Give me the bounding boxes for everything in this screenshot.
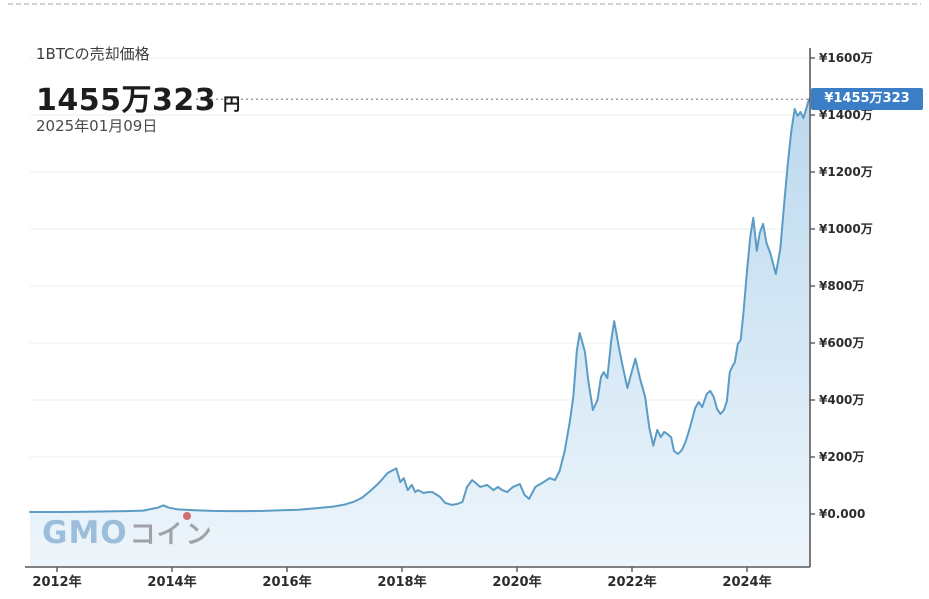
y-tick-label: ¥200万 bbox=[819, 450, 864, 464]
x-tick-label: 2018年 bbox=[377, 574, 426, 590]
coin-logo-text-2: ン bbox=[182, 512, 213, 551]
y-tick-label: ¥600万 bbox=[819, 336, 864, 350]
x-tick-label: 2012年 bbox=[32, 574, 81, 590]
y-tick-label: ¥400万 bbox=[819, 393, 864, 407]
x-tick-label: 2020年 bbox=[492, 574, 541, 590]
price-line bbox=[29, 98, 810, 513]
current-price-value: 1455万323 bbox=[36, 83, 217, 118]
y-tick-label: ¥1400万 bbox=[819, 108, 873, 122]
coin-logo-text: コイ bbox=[129, 520, 184, 550]
chart-title: 1BTCの売却価格 bbox=[36, 45, 150, 63]
current-price-unit: 円 bbox=[223, 95, 241, 115]
logo-red-dot-icon bbox=[182, 512, 191, 520]
price-area-fill bbox=[30, 99, 809, 568]
y-tick-label: ¥0.000 bbox=[819, 507, 865, 521]
y-tick-label: ¥1200万 bbox=[819, 165, 873, 179]
y-tick-label: ¥800万 bbox=[819, 279, 864, 293]
x-tick-label: 2014年 bbox=[147, 574, 196, 590]
x-tick-label: 2024年 bbox=[722, 574, 771, 590]
x-tick-label: 2016年 bbox=[262, 574, 311, 590]
x-tick-label: 2022年 bbox=[607, 574, 656, 590]
current-price: 1455万323 円 bbox=[36, 75, 240, 119]
y-tick-label: ¥1000万 bbox=[819, 222, 873, 236]
current-price-badge: ¥1455万323 bbox=[811, 88, 923, 110]
y-tick-label: ¥1600万 bbox=[819, 51, 873, 65]
gmo-coin-logo: GMO コイ ン bbox=[42, 512, 213, 551]
price-date: 2025年01月09日 bbox=[36, 117, 158, 135]
gmo-logo-text: GMO bbox=[42, 515, 128, 551]
